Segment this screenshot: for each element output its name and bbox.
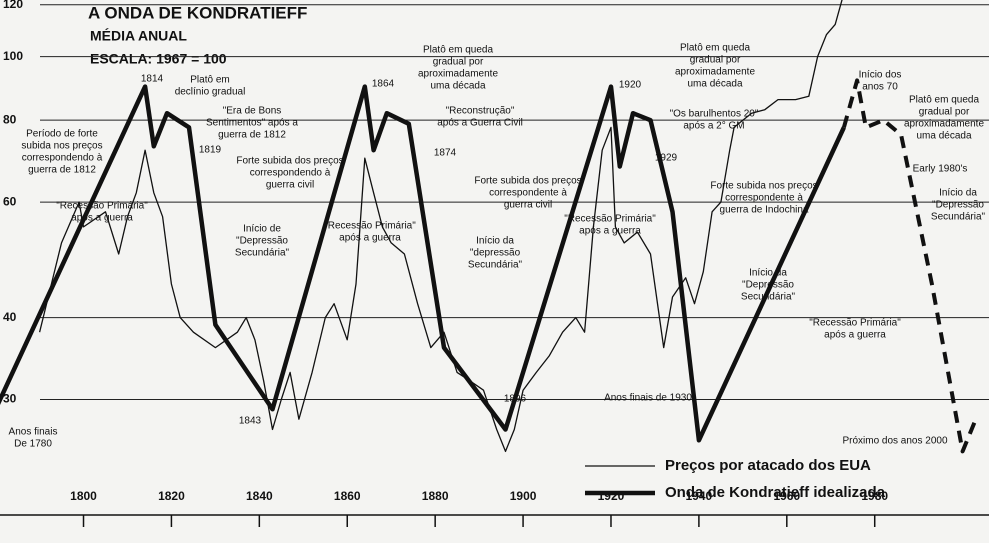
- annotation: 1814: [141, 74, 164, 85]
- x-tick-label: 1940: [686, 489, 713, 503]
- annotation: 1843: [239, 416, 262, 427]
- legend-label: Onda de Kondratieff idealizada: [665, 484, 886, 501]
- annotation: após a Guerra Civil: [437, 118, 523, 129]
- annotation: "Depressão: [742, 280, 794, 291]
- annotation: "Recessão Primária": [809, 318, 901, 329]
- annotation: gradual por: [919, 107, 970, 118]
- annotation: após a 2° GM: [683, 121, 744, 132]
- annotation: Secundária": [468, 260, 523, 271]
- legend-label: Preços por atacado dos EUA: [665, 457, 871, 474]
- annotation: aproximadamente: [904, 119, 984, 130]
- annotation: 1864: [372, 79, 395, 90]
- y-tick-label: 100: [3, 49, 23, 63]
- annotation: uma década: [687, 79, 742, 90]
- annotation: Início da: [939, 188, 977, 199]
- annotation: Forte subida dos preços: [474, 176, 581, 187]
- annotation: guerra de 1812: [28, 165, 96, 176]
- annotation: Início da: [476, 236, 514, 247]
- annotation: após a guerra: [71, 213, 133, 224]
- annotation: guerra civil: [504, 200, 552, 211]
- annotation: Platô em queda: [423, 45, 493, 56]
- annotation: Forte subida nos preços: [710, 181, 817, 192]
- chart-subtitle: ESCALA: 1967 = 100: [90, 51, 227, 67]
- annotation: Início de: [243, 224, 281, 235]
- annotation: anos 70: [862, 82, 898, 93]
- x-tick-label: 1840: [246, 489, 273, 503]
- annotation: "Os barulhentos 20": [670, 109, 759, 120]
- annotation: Período de forte: [26, 129, 98, 140]
- x-tick-label: 1960: [773, 489, 800, 503]
- annotation: 1896: [504, 394, 527, 405]
- annotation: Secundária": [741, 292, 796, 303]
- series-line: [841, 78, 978, 454]
- chart-subtitle: MÉDIA ANUAL: [90, 28, 187, 44]
- series-line: [0, 84, 846, 443]
- annotation: Anos finais de 1930: [604, 393, 692, 404]
- x-tick-label: 1860: [334, 489, 361, 503]
- annotation: guerra civil: [266, 180, 314, 191]
- annotation: Sentimentos" após a: [206, 118, 298, 129]
- annotation: guerra de Indochina: [720, 205, 809, 216]
- annotation: correspondente à: [489, 188, 567, 199]
- y-tick-label: 120: [3, 0, 23, 11]
- x-tick-label: 1820: [158, 489, 185, 503]
- annotation: "Recessão Primária": [324, 221, 416, 232]
- annotation: correspondente à: [725, 193, 803, 204]
- annotation: Forte subida dos preços: [236, 156, 343, 167]
- annotation: "depressão: [470, 248, 521, 259]
- x-tick-label: 1900: [510, 489, 537, 503]
- annotation: Início da: [749, 268, 787, 279]
- y-tick-label: 80: [3, 112, 17, 126]
- annotation: 1874: [434, 148, 457, 159]
- annotation: "Reconstrução": [446, 106, 515, 117]
- annotation: Início dos: [859, 70, 902, 81]
- x-tick-label: 1880: [422, 489, 449, 503]
- annotation: Platô em queda: [909, 95, 979, 106]
- annotation: De 1780: [14, 439, 52, 450]
- annotation: subida nos preços: [21, 141, 102, 152]
- annotation: correspondendo à: [250, 168, 331, 179]
- annotation: Platô em: [190, 75, 229, 86]
- annotation: Próximo dos anos 2000: [842, 436, 948, 447]
- annotation: correspondendo à: [22, 153, 103, 164]
- plot-area: [0, 0, 978, 454]
- annotation: uma década: [430, 81, 485, 92]
- annotation: aproximadamente: [418, 69, 498, 80]
- annotation: gradual por: [433, 57, 484, 68]
- annotation: "Era de Bons: [223, 106, 282, 117]
- annotation: 1819: [199, 145, 222, 156]
- x-tick-label: 1800: [70, 489, 97, 503]
- annotation: "Depressão: [932, 200, 984, 211]
- y-tick-label: 60: [3, 194, 17, 208]
- annotation: aproximadamente: [675, 67, 755, 78]
- annotation: após a guerra: [579, 226, 641, 237]
- annotation: Secundária": [235, 248, 290, 259]
- y-tick-label: 40: [3, 310, 17, 324]
- annotation: Early 1980's: [913, 164, 968, 175]
- annotation: Anos finais: [9, 427, 58, 438]
- chart-title: A ONDA DE KONDRATIEFF: [88, 3, 307, 22]
- annotation: "Recessão Primária": [56, 201, 148, 212]
- annotation: após a guerra: [824, 330, 886, 341]
- annotation: gradual por: [690, 55, 741, 66]
- annotation: declínio gradual: [175, 87, 246, 98]
- annotation: uma década: [916, 131, 971, 142]
- annotation: Platô em queda: [680, 43, 750, 54]
- y-tick-label: 30: [3, 392, 17, 406]
- annotation: 1929: [655, 153, 678, 164]
- annotation: "Recessão Primária": [564, 214, 656, 225]
- x-tick-label: 1980: [861, 489, 888, 503]
- annotation: guerra de 1812: [218, 130, 286, 141]
- annotation: após a guerra: [339, 233, 401, 244]
- annotation: Secundária": [931, 212, 986, 223]
- annotation: 1920: [619, 80, 642, 91]
- annotation: "Depressão: [236, 236, 288, 247]
